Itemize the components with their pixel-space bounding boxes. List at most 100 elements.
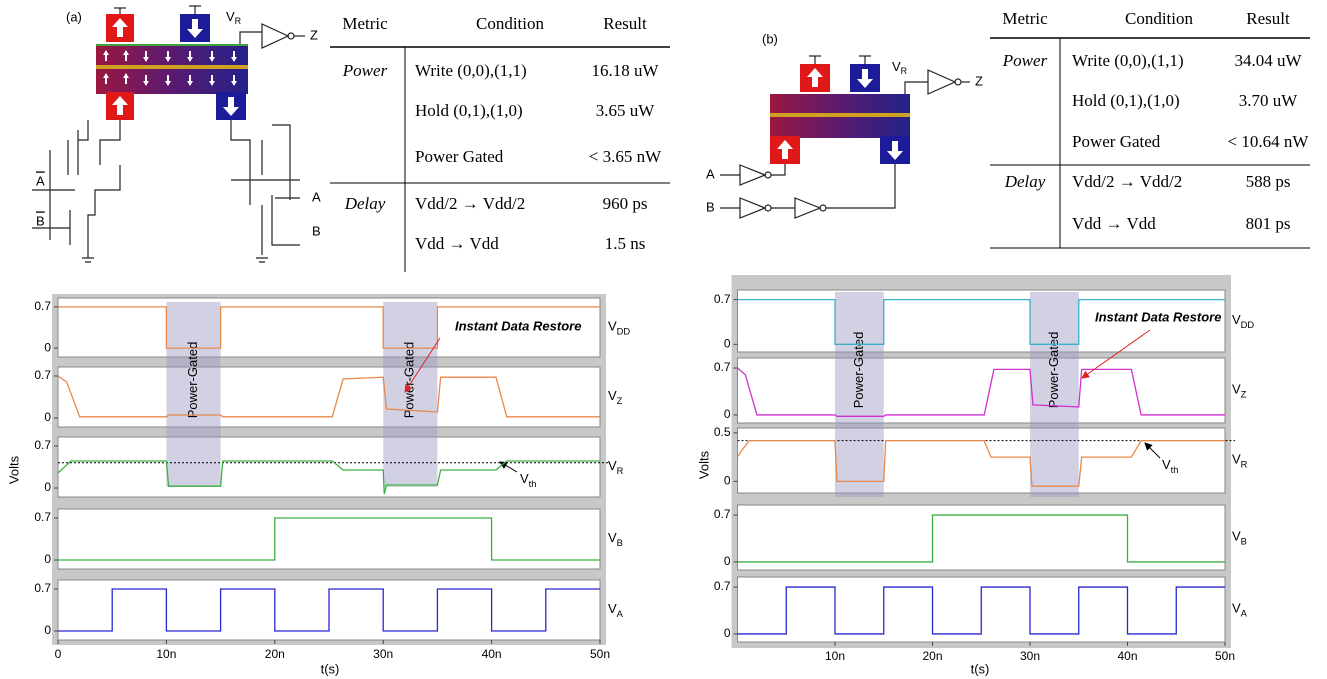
- node-label: VR: [226, 9, 242, 26]
- signal-label-sub: B: [1241, 537, 1247, 547]
- signal-label: VR: [608, 458, 624, 476]
- gated-label: Power-Gated: [851, 332, 866, 409]
- signal-label: VA: [608, 601, 624, 619]
- signal-label-main: V: [1232, 382, 1241, 397]
- y-tick-label: 0.7: [34, 438, 51, 452]
- figure: (a) VR Z A B A B (b): [0, 0, 1327, 679]
- table-metric: Delay: [344, 194, 386, 213]
- table-condition: Hold (0,1),(1,0): [415, 101, 523, 120]
- table-condition: Write (0,0),(1,1): [1072, 51, 1184, 70]
- y-tick-label: 0: [724, 337, 731, 351]
- y-tick-label: 0.7: [714, 360, 731, 374]
- signal-label-sub: DD: [617, 327, 631, 337]
- table-condition: Vdd → Vdd: [1072, 214, 1156, 233]
- table-result: < 3.65 nW: [589, 147, 662, 166]
- signal-label-sub: Z: [1241, 390, 1247, 400]
- signal-label-sub: A: [617, 609, 624, 619]
- signal-label-main: V: [608, 388, 617, 403]
- signal-label: VDD: [608, 319, 630, 337]
- x-tick-label: 50n: [590, 647, 610, 661]
- panel-label: (b): [762, 31, 778, 46]
- table-result: 801 ps: [1246, 214, 1291, 233]
- table-result: < 10.64 nW: [1228, 132, 1310, 151]
- y-tick-label: 0: [44, 623, 51, 637]
- subplot-frame: [58, 437, 600, 497]
- y-axis-label: Volts: [6, 455, 21, 484]
- y-tick-label: 0.7: [34, 299, 51, 313]
- input-label: A: [36, 173, 45, 188]
- signal-label: VZ: [1232, 382, 1247, 400]
- threshold-label-sub: th: [1171, 465, 1179, 475]
- input-label: A: [706, 166, 715, 181]
- node-label: VR: [892, 59, 908, 76]
- y-tick-label: 0: [724, 554, 731, 568]
- x-tick-label: 50n: [1215, 649, 1235, 663]
- table-result: 960 ps: [603, 194, 648, 213]
- y-tick-label: 0: [724, 626, 731, 640]
- table-header: Result: [603, 14, 647, 33]
- threshold-label-main: V: [520, 471, 529, 486]
- y-tick-label: 0: [724, 407, 731, 421]
- input-label: B: [706, 199, 715, 214]
- threshold-label-main: V: [1162, 457, 1171, 472]
- y-tick-label: 0.7: [714, 292, 731, 306]
- x-tick-label: 0: [55, 647, 62, 661]
- subplot-frame: [58, 367, 600, 427]
- table-result: 588 ps: [1246, 172, 1291, 191]
- panel-label: (a): [66, 9, 82, 24]
- table-result: 34.04 uW: [1234, 51, 1302, 70]
- signal-label-sub: B: [617, 538, 623, 548]
- annotation: Instant Data Restore: [1095, 309, 1221, 324]
- table-condition: Vdd/2 → Vdd/2: [1072, 172, 1182, 191]
- input-label: B: [36, 213, 45, 228]
- y-tick-label: 0.7: [34, 368, 51, 382]
- signal-label-main: V: [608, 458, 617, 473]
- subplot-frame: [738, 428, 1226, 493]
- circuit-b: (b) VR Z A B: [706, 31, 983, 218]
- y-tick-label: 0: [44, 340, 51, 354]
- y-tick-label: 0: [44, 480, 51, 494]
- x-axis-label: t(s): [971, 661, 990, 676]
- output-label: Z: [310, 27, 318, 42]
- signal-label-main: V: [608, 530, 617, 545]
- y-tick-label: 0: [44, 410, 51, 424]
- signal-label-main: V: [608, 319, 617, 334]
- table-condition: Power Gated: [1072, 132, 1161, 151]
- table-metric: Power: [1002, 51, 1048, 70]
- x-axis-label: t(s): [321, 661, 340, 676]
- y-tick-label: 0: [724, 474, 731, 488]
- signal-label-main: V: [1232, 312, 1241, 327]
- table-result: 16.18 uW: [591, 61, 659, 80]
- signal-label-sub: DD: [1241, 320, 1255, 330]
- y-axis-label: Volts: [696, 450, 711, 479]
- table-result: 3.65 uW: [596, 101, 656, 120]
- table-metric: Power: [342, 61, 388, 80]
- x-tick-label: 40n: [482, 647, 502, 661]
- signal-label: VZ: [608, 388, 623, 406]
- gated-label: Power-Gated: [1046, 332, 1061, 409]
- signal-label: VA: [1232, 601, 1248, 619]
- signal-label-main: V: [608, 601, 617, 616]
- circuit-a: (a) VR Z A B A B: [32, 6, 321, 262]
- signal-label-main: V: [1232, 529, 1241, 544]
- output-label: Z: [975, 73, 983, 88]
- signal-label: VR: [1232, 452, 1248, 470]
- x-tick-label: 30n: [373, 647, 393, 661]
- signal-label-sub: A: [1241, 609, 1248, 619]
- y-tick-label: 0.7: [34, 510, 51, 524]
- table-result: 1.5 ns: [605, 234, 646, 253]
- table-header: Condition: [1125, 9, 1194, 28]
- x-tick-label: 20n: [265, 647, 285, 661]
- table-header: Result: [1246, 9, 1290, 28]
- gated-label: Power-Gated: [185, 342, 200, 419]
- signal-label-main: V: [1232, 601, 1241, 616]
- table-condition: Power Gated: [415, 147, 504, 166]
- signal-label: VB: [1232, 529, 1247, 547]
- gated-label: Power-Gated: [402, 342, 417, 419]
- x-tick-label: 10n: [156, 647, 176, 661]
- x-tick-label: 20n: [922, 649, 942, 663]
- table-header: Metric: [342, 14, 388, 33]
- table-header: Metric: [1002, 9, 1048, 28]
- table-condition: Hold (0,1),(1,0): [1072, 91, 1180, 110]
- y-tick-label: 0.7: [34, 581, 51, 595]
